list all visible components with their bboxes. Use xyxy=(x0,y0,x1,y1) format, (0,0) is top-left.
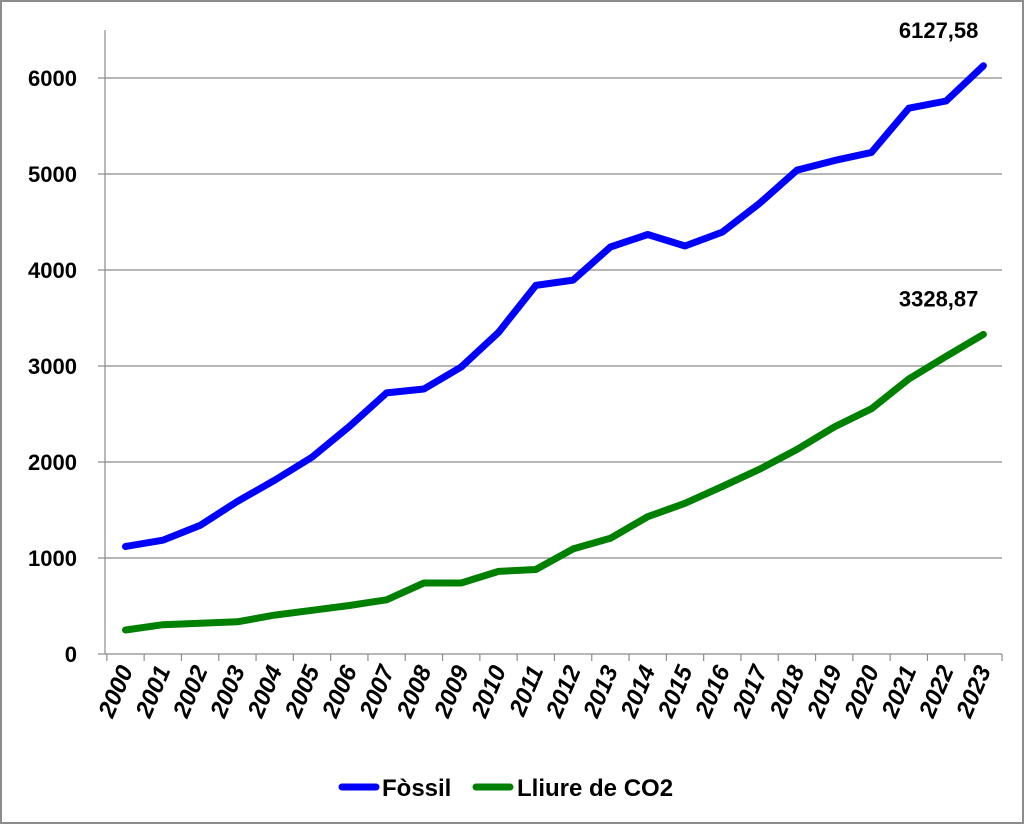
legend: Fòssil Lliure de CO2 xyxy=(338,775,673,802)
y-tick-label-0: 0 xyxy=(65,642,77,667)
data-label-co2-free-2023: 3328,87 xyxy=(899,286,979,311)
y-tick-label-6000: 6000 xyxy=(28,66,77,91)
legend-label-fossil: Fòssil xyxy=(382,775,451,802)
data-label-fossil-2023: 6127,58 xyxy=(899,18,979,43)
x-tick-label-2018: 2018 xyxy=(764,661,810,722)
x-tick-label-2005: 2005 xyxy=(279,661,325,722)
gridlines xyxy=(105,77,1002,559)
x-tick-label-2000: 2000 xyxy=(93,661,139,722)
x-tick-label-2022: 2022 xyxy=(914,661,960,722)
x-tick-label-2019: 2019 xyxy=(802,661,848,722)
x-tick-label-2002: 2002 xyxy=(168,661,214,722)
x-tick-label-2016: 2016 xyxy=(690,661,736,722)
x-tick-label-2001: 2001 xyxy=(130,662,176,723)
x-tick-label-2012: 2012 xyxy=(541,661,587,722)
series-line-fossil xyxy=(122,62,987,550)
y-tick-label-1000: 1000 xyxy=(28,546,77,571)
series-line-co2-free xyxy=(122,330,987,634)
y-tick-label-3000: 3000 xyxy=(28,354,77,379)
x-tick-label-2003: 2003 xyxy=(205,661,251,722)
x-tick-label-2014: 2014 xyxy=(615,662,661,723)
x-tick-label-2015: 2015 xyxy=(652,661,698,722)
x-axis-ticks: 2000200120022003200420052006200720082009… xyxy=(93,654,1003,723)
x-tick-label-2007: 2007 xyxy=(354,660,401,722)
x-tick-label-2013: 2013 xyxy=(578,661,624,722)
x-tick-label-2021: 2021 xyxy=(876,662,922,723)
x-tick-label-2020: 2020 xyxy=(839,661,885,722)
legend-label-co2-free: Lliure de CO2 xyxy=(517,775,673,802)
x-tick-label-2008: 2008 xyxy=(391,661,437,722)
y-tick-label-2000: 2000 xyxy=(28,450,77,475)
x-tick-label-2010: 2010 xyxy=(466,661,512,722)
x-tick-label-2009: 2009 xyxy=(429,661,475,722)
data-labels: 6127,58 3328,87 xyxy=(899,18,979,312)
x-tick-label-2017: 2017 xyxy=(727,660,774,722)
x-tick-label-2004: 2004 xyxy=(242,662,288,723)
x-tick-label-2023: 2023 xyxy=(951,661,997,722)
y-tick-label-4000: 4000 xyxy=(28,258,77,283)
x-tick-label-2006: 2006 xyxy=(317,661,363,722)
y-tick-label-5000: 5000 xyxy=(28,162,77,187)
y-axis-ticks: 0 1000 2000 3000 4000 5000 6000 xyxy=(28,66,105,667)
series-lines xyxy=(122,62,987,634)
